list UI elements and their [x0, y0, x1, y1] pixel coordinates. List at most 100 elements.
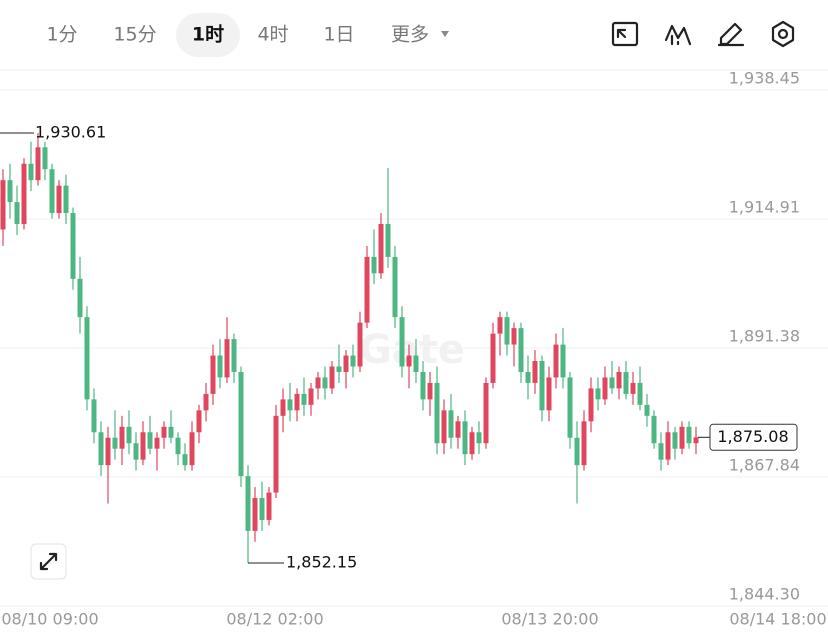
candle-body: [91, 399, 97, 433]
candle-body: [266, 492, 272, 520]
candle-body: [224, 339, 230, 378]
high-marker-label: 1,930.61: [35, 122, 106, 141]
candle-body: [147, 432, 153, 449]
candle-body: [77, 278, 83, 318]
candle-body: [308, 388, 314, 405]
candle-body: [21, 163, 27, 225]
watermark: Gate: [359, 327, 465, 373]
candle-body: [343, 355, 349, 372]
candle-body: [672, 432, 678, 449]
candle-body: [84, 317, 90, 400]
candle-body: [105, 437, 111, 466]
candle-body: [140, 432, 146, 460]
draw-icon[interactable]: [717, 22, 745, 47]
candle-body: [497, 317, 503, 334]
candle-body: [560, 344, 566, 378]
candle-body: [301, 393, 307, 405]
x-tick-label: 08/12 02:00: [226, 610, 323, 629]
candle-body: [56, 185, 62, 214]
candle-body: [651, 415, 657, 444]
candle-body: [525, 371, 531, 383]
candle-body: [35, 147, 41, 181]
candle-body: [518, 328, 524, 372]
candle-body: [511, 328, 517, 345]
last-price-label: 1,875.08: [717, 427, 788, 446]
candle-body: [273, 415, 279, 493]
candle-body: [133, 443, 139, 460]
candle-body: [546, 377, 552, 411]
y-tick-label: 1,844.30: [729, 585, 800, 604]
timeframe-tab[interactable]: 更多: [391, 24, 429, 46]
timeframe-tab[interactable]: 15分: [113, 24, 156, 46]
candle-body: [182, 454, 188, 466]
candle-body: [252, 498, 258, 531]
candle-body: [476, 432, 482, 444]
toolbar-icons: [611, 20, 795, 48]
candle-body: [196, 410, 202, 433]
timeframe-tab[interactable]: 4时: [257, 24, 288, 46]
candle-body: [210, 355, 216, 394]
candle-body: [693, 437, 699, 444]
candle-body: [399, 317, 405, 367]
candle-body: [259, 498, 265, 520]
y-tick-label: 1,867.84: [729, 455, 800, 474]
candle-body: [7, 180, 13, 203]
candle-body: [616, 371, 622, 389]
last-price-box: [709, 423, 798, 451]
candle-body: [665, 432, 671, 460]
candle-body: [392, 256, 398, 318]
candle-body: [413, 355, 419, 372]
expand-button[interactable]: [30, 543, 67, 580]
candle-body: [280, 399, 286, 416]
y-tick-label: 1,938.45: [729, 69, 800, 88]
y-tick-label: 1,891.38: [729, 326, 800, 345]
candle-body: [434, 382, 440, 444]
candle-body: [175, 437, 181, 455]
candle-body: [539, 361, 545, 411]
candle-body: [350, 355, 356, 367]
candle-body: [588, 388, 594, 422]
candle-body: [49, 169, 55, 214]
candle-body: [245, 476, 251, 531]
candle-body: [679, 426, 685, 449]
candle-body: [469, 432, 475, 455]
candle-body: [357, 322, 363, 367]
indicator-icon[interactable]: [664, 24, 692, 46]
candle-body: [0, 180, 6, 230]
candle-body: [581, 421, 587, 466]
layout-icon[interactable]: [611, 21, 639, 47]
candle-body: [630, 382, 636, 394]
candle-body: [98, 432, 104, 466]
timeframe-tab[interactable]: 1日: [323, 24, 354, 46]
candle-body: [623, 371, 629, 394]
candle-body: [504, 317, 510, 345]
candle-body: [238, 371, 244, 477]
candle-body: [406, 355, 412, 367]
settings-icon[interactable]: [771, 20, 795, 48]
candle-body: [217, 355, 223, 378]
candle-body: [483, 382, 489, 444]
timeframe-tab[interactable]: 1分: [46, 24, 77, 46]
candle-body: [329, 366, 335, 389]
candle-body: [658, 443, 664, 460]
active-tab-bg: [176, 13, 240, 57]
candle-body: [609, 377, 615, 389]
candle-body: [70, 213, 76, 279]
candle-body: [427, 382, 433, 400]
candle-body: [322, 377, 328, 389]
candle-body: [203, 393, 209, 411]
dropdown-arrow[interactable]: [441, 31, 449, 37]
candle-body: [112, 437, 118, 449]
candle-body: [378, 224, 384, 274]
low-marker-label: 1,852.15: [286, 552, 357, 571]
candle-body: [28, 163, 34, 181]
candle-body: [287, 399, 293, 411]
candle-body: [231, 339, 237, 372]
candle-body: [553, 344, 559, 378]
y-tick-label: 1,914.91: [729, 198, 800, 217]
x-tick-label: 08/10 09:00: [1, 610, 98, 629]
timeframe-tab[interactable]: 1时: [192, 24, 224, 46]
candle-body: [455, 421, 461, 438]
candle-body: [441, 410, 447, 444]
candle-body: [595, 388, 601, 400]
